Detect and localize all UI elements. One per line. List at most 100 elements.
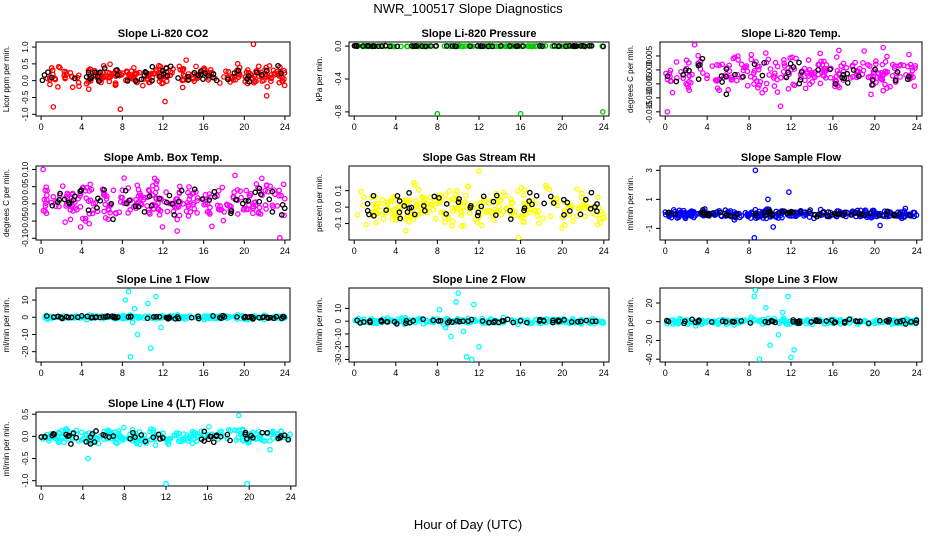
- x-tick-label: 20: [870, 246, 880, 256]
- data-point: [442, 219, 448, 225]
- data-point: [166, 200, 173, 207]
- data-point: [479, 318, 486, 324]
- data-point: [562, 222, 568, 228]
- x-tick-label: 12: [786, 122, 796, 132]
- data-point: [371, 43, 378, 50]
- data-point: [239, 200, 246, 207]
- data-point: [43, 192, 50, 199]
- y-axis-label: percent per min.: [315, 174, 324, 232]
- data-point: [210, 313, 216, 319]
- data-point: [588, 189, 595, 196]
- data-point: [42, 187, 49, 194]
- x-tick-label: 8: [747, 122, 752, 132]
- data-point: [114, 67, 120, 73]
- data-point: [669, 89, 676, 96]
- y-tick-label: 0.05: [21, 178, 30, 194]
- data-point: [723, 73, 729, 80]
- data-point: [443, 211, 449, 217]
- data-point: [563, 43, 569, 50]
- data-point: [762, 304, 769, 311]
- y-axis-label: ml/min per min.: [2, 298, 11, 353]
- data-point: [235, 67, 242, 74]
- data-point: [213, 77, 220, 84]
- data-point: [398, 43, 404, 50]
- data-point: [823, 318, 830, 324]
- data-point: [253, 69, 260, 76]
- panel-8: Slope Line 2 Flow ml/min per min. 0 4 8 12 16 2…: [315, 274, 610, 378]
- y-axis-label: Licor ppm per min.: [2, 46, 11, 112]
- data-point: [364, 200, 371, 207]
- data-point: [138, 76, 145, 83]
- x-tick-label: 8: [747, 246, 752, 256]
- data-point: [882, 81, 888, 88]
- data-point: [245, 206, 251, 213]
- y-tick-label: 0.5: [21, 58, 30, 70]
- data-point: [177, 66, 184, 73]
- y-tick-label: -0.5: [21, 90, 30, 104]
- data-point: [428, 43, 434, 49]
- data-point: [77, 188, 84, 195]
- data-point: [129, 319, 136, 326]
- y-tick-label: 0.00: [21, 196, 30, 212]
- data-point: [802, 85, 809, 92]
- x-tick-label: 12: [474, 368, 484, 378]
- data-point: [763, 80, 770, 87]
- data-point: [235, 434, 242, 441]
- y-tick-label: 0.5: [21, 408, 30, 420]
- data-point: [766, 72, 773, 78]
- data-point: [188, 314, 195, 321]
- data-point: [474, 212, 481, 219]
- data-point: [704, 75, 710, 82]
- data-point: [285, 436, 292, 443]
- data-point: [156, 73, 163, 80]
- data-point: [873, 213, 880, 220]
- data-point: [883, 318, 890, 324]
- data-point: [524, 319, 530, 326]
- data-point: [594, 208, 600, 215]
- data-point: [673, 59, 680, 65]
- data-point: [58, 314, 64, 321]
- data-point: [110, 187, 117, 194]
- panel-7: Slope Line 1 Flow ml/min per min. 0 4 8 12 16 2…: [2, 274, 291, 378]
- data-point: [685, 84, 692, 91]
- data-point: [396, 198, 403, 204]
- data-point: [173, 430, 180, 436]
- y-tick-label: -0.4: [334, 72, 343, 86]
- data-point: [507, 204, 513, 211]
- data-point: [185, 201, 192, 208]
- data-point: [182, 316, 189, 322]
- data-point: [59, 183, 66, 189]
- panel-4: Slope Amb. Box Temp. degrees C per min. 0 4…: [2, 152, 291, 256]
- data-point: [401, 203, 408, 209]
- data-point: [57, 64, 63, 71]
- data-point: [730, 55, 737, 62]
- data-point: [415, 187, 422, 193]
- data-point: [406, 218, 412, 225]
- data-point: [504, 316, 511, 323]
- data-point: [840, 71, 847, 78]
- data-point: [199, 196, 206, 202]
- data-point: [574, 186, 581, 193]
- x-tick-label: 0: [39, 492, 44, 502]
- data-point: [149, 77, 155, 84]
- data-point: [145, 187, 152, 193]
- data-point: [212, 194, 218, 200]
- data-point: [880, 44, 887, 51]
- data-point: [191, 69, 198, 76]
- data-point: [149, 74, 156, 81]
- data-point: [751, 234, 758, 240]
- data-point: [454, 318, 460, 324]
- data-point: [147, 345, 154, 352]
- data-point: [434, 110, 441, 116]
- data-point: [897, 74, 904, 80]
- data-point: [906, 51, 912, 58]
- data-point: [85, 86, 92, 93]
- data-point: [850, 67, 857, 73]
- data-point: [90, 200, 97, 207]
- data-point: [559, 43, 566, 50]
- data-point: [66, 201, 73, 207]
- data-point: [521, 205, 528, 211]
- panel-3: Slope Li-820 Temp. degrees C per min. 0 4 8 1…: [626, 28, 923, 132]
- data-point: [463, 354, 470, 360]
- data-point: [449, 218, 456, 225]
